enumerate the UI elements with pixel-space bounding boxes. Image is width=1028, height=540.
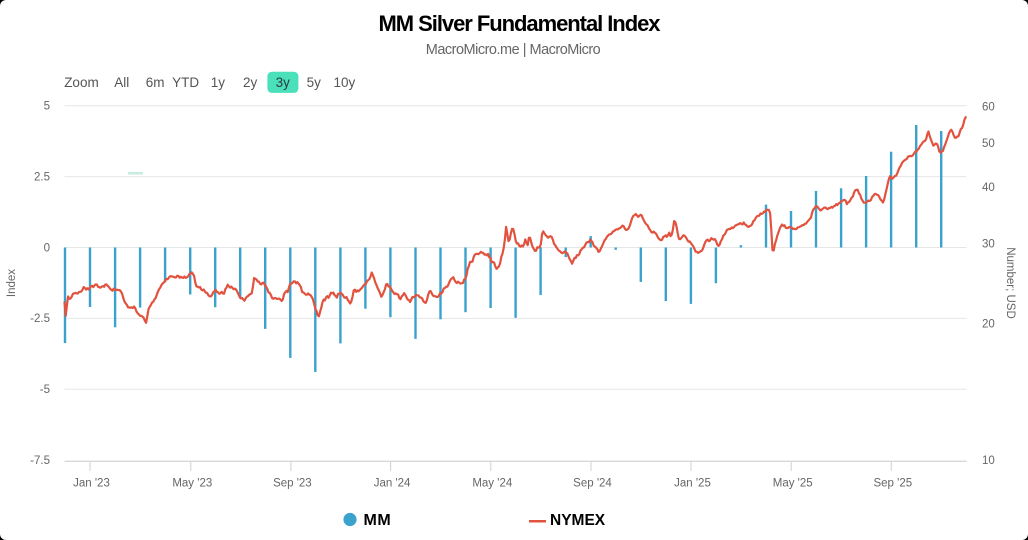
svg-text:-5: -5 xyxy=(40,384,50,396)
svg-text:5y: 5y xyxy=(307,75,322,90)
svg-text:May '24: May '24 xyxy=(472,478,513,490)
svg-text:40: 40 xyxy=(982,182,995,194)
svg-text:Jan '24: Jan '24 xyxy=(374,478,411,490)
svg-text:Index: Index xyxy=(6,269,18,297)
svg-text:MM: MM xyxy=(364,512,392,529)
svg-text:YTD: YTD xyxy=(172,75,199,90)
svg-text:6m: 6m xyxy=(146,75,165,90)
svg-text:30: 30 xyxy=(982,238,995,250)
svg-text:-7.5: -7.5 xyxy=(30,455,50,467)
svg-text:60: 60 xyxy=(982,101,995,113)
svg-text:2y: 2y xyxy=(243,75,258,90)
svg-text:2.5: 2.5 xyxy=(34,171,50,183)
svg-text:-2.5: -2.5 xyxy=(30,313,50,325)
svg-text:0: 0 xyxy=(44,242,50,254)
svg-text:1y: 1y xyxy=(211,75,226,90)
svg-text:10: 10 xyxy=(982,455,995,467)
svg-text:Jan '25: Jan '25 xyxy=(674,478,711,490)
svg-text:Jan '23: Jan '23 xyxy=(73,478,110,490)
svg-text:Sep '24: Sep '24 xyxy=(573,478,612,490)
svg-text:20: 20 xyxy=(982,318,995,330)
svg-text:MacroMicro.me | MacroMicro: MacroMicro.me | MacroMicro xyxy=(426,42,601,58)
svg-text:3y: 3y xyxy=(276,75,291,90)
svg-text:May '23: May '23 xyxy=(172,478,212,490)
svg-text:5: 5 xyxy=(44,101,50,113)
svg-text:50: 50 xyxy=(982,138,995,150)
svg-text:Number; USD: Number; USD xyxy=(1004,247,1016,319)
svg-text:MM Silver Fundamental Index: MM Silver Fundamental Index xyxy=(379,11,662,36)
svg-text:NYMEX: NYMEX xyxy=(550,512,606,529)
svg-text:Sep '23: Sep '23 xyxy=(273,478,312,490)
svg-text:Sep '25: Sep '25 xyxy=(873,478,912,490)
svg-text:All: All xyxy=(114,75,129,90)
svg-text:10y: 10y xyxy=(334,75,356,90)
svg-text:May '25: May '25 xyxy=(773,478,813,490)
svg-text:Zoom: Zoom xyxy=(64,75,99,90)
